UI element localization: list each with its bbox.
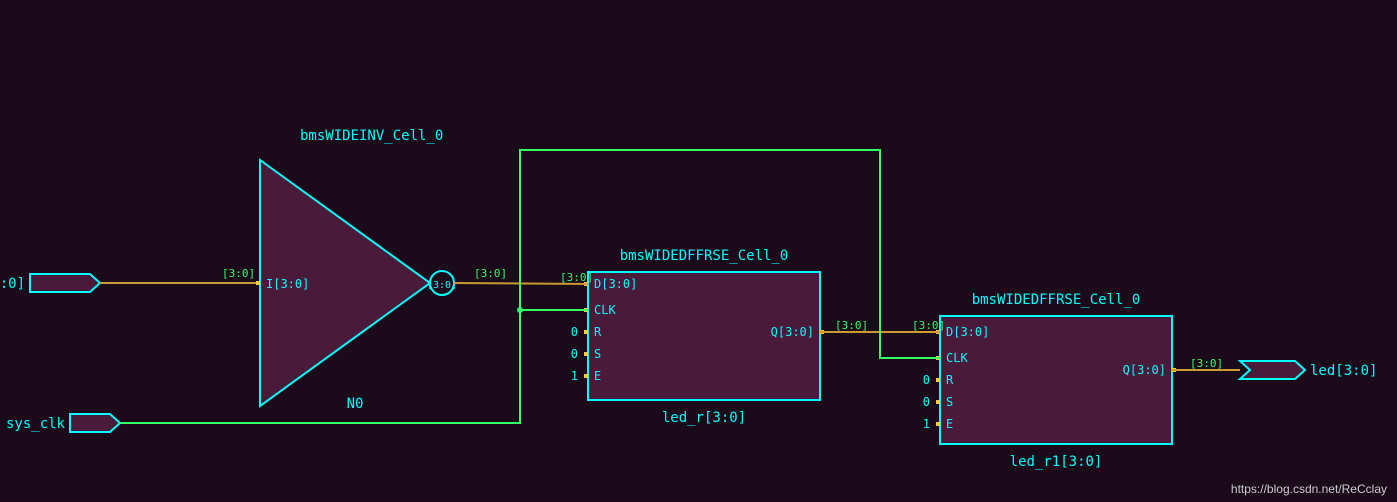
dff-led-r1-pin-E: E xyxy=(946,417,953,431)
inverter-in-label: I[3:0] xyxy=(266,277,309,291)
watermark-text: https://blog.csdn.net/ReCclay xyxy=(1231,482,1387,496)
dff-led-r1-pin-CLK: CLK xyxy=(946,351,968,365)
inverter-name: bmsWIDEINV_Cell_0 xyxy=(300,128,443,144)
dff-led-r-pin-E: E xyxy=(594,369,601,383)
port-led-label: led[3:0] xyxy=(1310,363,1377,379)
port-sys-clk xyxy=(70,414,120,432)
net-n0-label: N0 xyxy=(347,396,364,412)
port-key-in-label: key_in[3:0] xyxy=(0,276,25,292)
dff-led-r-const-R: 0 xyxy=(571,325,578,339)
inverter-out-label: [3:0] xyxy=(427,280,457,291)
dff-led-r-bus-Q: [3:0] xyxy=(835,319,868,332)
dff-led-r1-pin-R: R xyxy=(946,373,954,387)
bus-keyin: [3:0] xyxy=(222,267,255,280)
port-key-in xyxy=(30,274,100,292)
dff-led-r-pin-D: D[3:0] xyxy=(594,277,637,291)
dff-led-r-pin-Q: Q[3:0] xyxy=(771,325,814,339)
dff-led-r-inst: led_r[3:0] xyxy=(662,410,746,426)
dff-led-r1-inst: led_r1[3:0] xyxy=(1010,454,1103,470)
dff-led-r1-const-R: 0 xyxy=(923,373,930,387)
dff-led-r1-bus-D: [3:0] xyxy=(912,319,945,332)
port-led xyxy=(1240,361,1305,379)
dff-led-r1-pin-D: D[3:0] xyxy=(946,325,989,339)
dff-led-r-name: bmsWIDEDFFRSE_Cell_0 xyxy=(620,248,789,264)
dff-led-r1-pin-S: S xyxy=(946,395,953,409)
dff-led-r-pin-S: S xyxy=(594,347,601,361)
dff-led-r1-bus-Q: [3:0] xyxy=(1190,357,1223,370)
port-sys-clk-label: sys_clk xyxy=(6,416,66,432)
dff-led-r1-name: bmsWIDEDFFRSE_Cell_0 xyxy=(972,292,1141,308)
dff-led-r-const-S: 0 xyxy=(571,347,578,361)
dff-led-r-pin-CLK: CLK xyxy=(594,303,616,317)
bus-invout: [3:0] xyxy=(474,267,507,280)
schematic-canvas: key_in[3:0] sys_clk led[3:0] bmsWIDEINV_Cel… xyxy=(0,0,1397,502)
dff-led-r1-const-E: 1 xyxy=(923,417,930,431)
dff-led-r-pin-R: R xyxy=(594,325,602,339)
dff-led-r1-pin-Q: Q[3:0] xyxy=(1123,363,1166,377)
dff-led-r1-const-S: 0 xyxy=(923,395,930,409)
dff-led-r-const-E: 1 xyxy=(571,369,578,383)
dff-led-r-bus-D: [3:0] xyxy=(560,271,593,284)
